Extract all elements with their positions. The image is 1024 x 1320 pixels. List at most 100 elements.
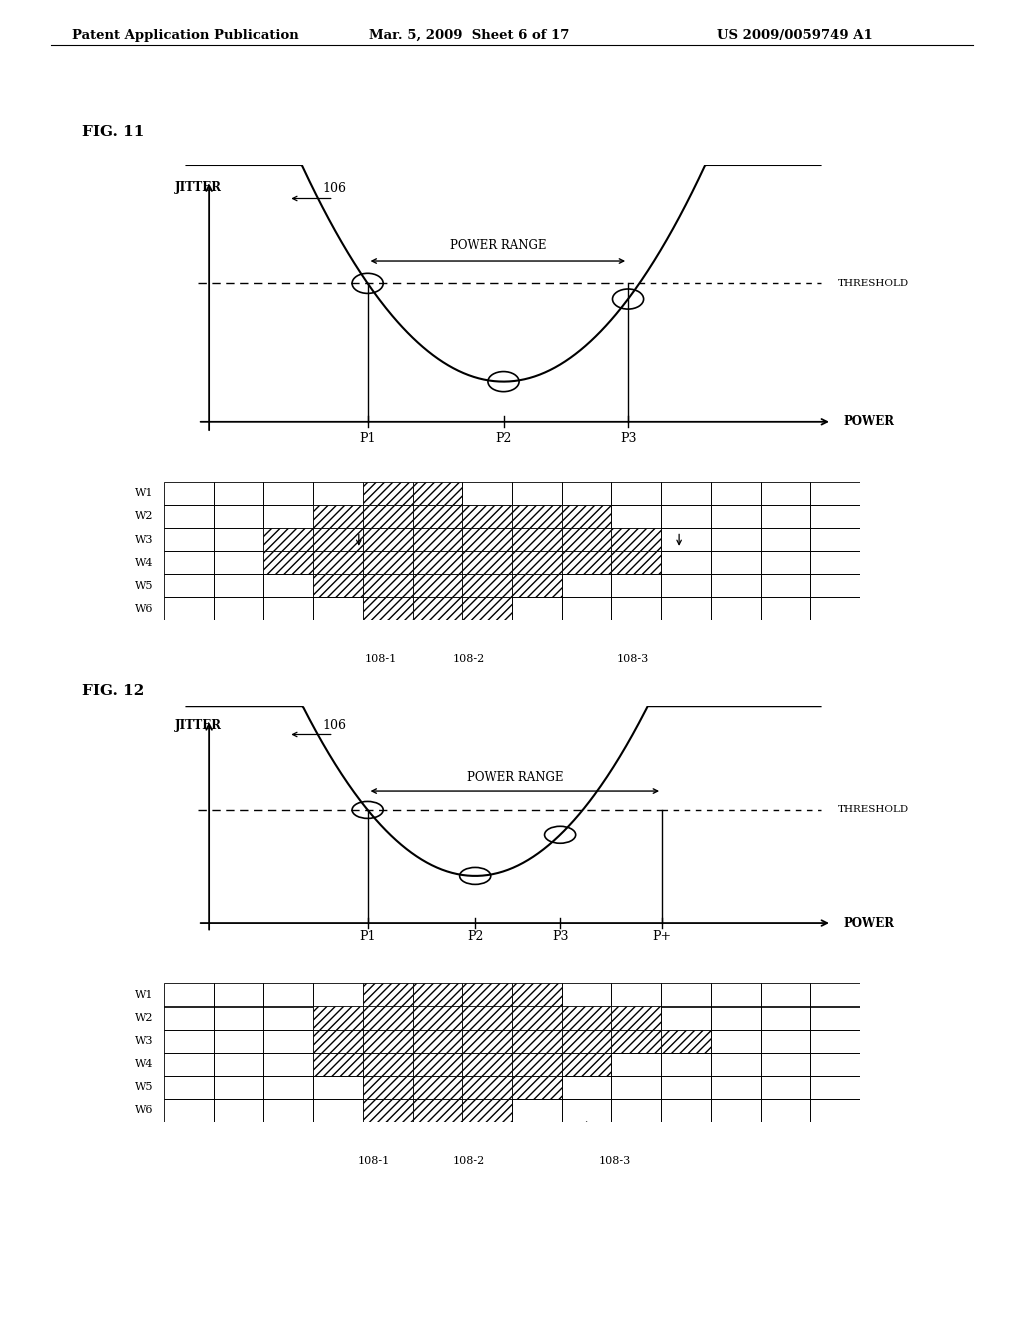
Bar [164,1030,214,1053]
Bar [562,1053,611,1076]
Bar [562,1098,611,1122]
Bar [662,1030,711,1053]
Text: US 2009/0059749 A1: US 2009/0059749 A1 [717,29,872,42]
Bar [313,552,362,574]
Bar [562,597,611,620]
Bar [362,552,413,574]
Bar [313,1030,362,1053]
Bar [263,1098,313,1122]
Bar [413,528,462,552]
Bar [810,574,860,597]
Bar [313,504,362,528]
Bar [711,1076,761,1098]
Text: 106: 106 [323,182,346,195]
Bar [313,482,362,504]
Bar [313,1076,362,1098]
Bar [214,597,263,620]
Bar [512,597,562,620]
Text: 108-2: 108-2 [453,653,485,664]
Bar [462,1030,512,1053]
Text: P1: P1 [359,432,376,445]
Text: Mar. 5, 2009  Sheet 6 of 17: Mar. 5, 2009 Sheet 6 of 17 [369,29,569,42]
Bar [562,574,611,597]
Text: POWER RANGE: POWER RANGE [467,771,563,784]
Bar [362,597,413,620]
Bar [611,504,662,528]
Text: FIG. 12: FIG. 12 [82,684,144,698]
Bar [214,1076,263,1098]
Bar [263,528,313,552]
Bar [662,482,711,504]
Bar [313,1098,362,1122]
Bar [362,983,413,1006]
Text: POWER: POWER [843,916,894,929]
Bar [761,574,810,597]
Bar [611,1076,662,1098]
Bar [263,1006,313,1030]
Bar [263,504,313,528]
Text: Patent Application Publication: Patent Application Publication [72,29,298,42]
Bar [810,528,860,552]
Bar [611,1053,662,1076]
Bar [711,552,761,574]
Bar [512,1053,562,1076]
Bar [263,597,313,620]
Bar [214,482,263,504]
Text: W6: W6 [135,1105,154,1115]
Bar [164,552,214,574]
Bar [362,1006,413,1030]
Text: W3: W3 [135,535,154,545]
Bar [263,1053,313,1076]
Text: W1: W1 [135,990,154,1001]
Bar [810,983,860,1006]
Bar [164,504,214,528]
Bar [761,1030,810,1053]
Bar [164,574,214,597]
Bar [413,504,462,528]
Bar [164,482,214,504]
Bar [662,1053,711,1076]
Bar [761,1076,810,1098]
Bar [313,574,362,597]
Bar [512,1030,562,1053]
Bar [462,1053,512,1076]
Bar [662,1006,711,1030]
Bar [711,1006,761,1030]
Text: P1: P1 [359,931,376,942]
Bar [413,597,462,620]
Bar [761,597,810,620]
Bar [214,552,263,574]
Bar [512,504,562,528]
Bar [761,504,810,528]
Bar [362,504,413,528]
Bar [512,983,562,1006]
Bar [462,552,512,574]
Bar [313,1053,362,1076]
Text: P2: P2 [467,931,483,942]
Bar [611,574,662,597]
Bar [263,574,313,597]
Bar [413,1076,462,1098]
Text: 108-1: 108-1 [357,1155,390,1166]
Bar [810,552,860,574]
Bar [662,1076,711,1098]
Bar [711,1098,761,1122]
Bar [562,528,611,552]
Bar [214,1006,263,1030]
Bar [214,504,263,528]
Bar [711,1053,761,1076]
Bar [562,1030,611,1053]
Bar [810,1006,860,1030]
Text: P3: P3 [620,432,636,445]
Bar [164,597,214,620]
Bar [662,528,711,552]
Bar [362,528,413,552]
Bar [462,528,512,552]
Text: W2: W2 [135,511,154,521]
Bar [362,1076,413,1098]
Text: THRESHOLD: THRESHOLD [838,805,908,814]
Bar [761,482,810,504]
Text: JITTER: JITTER [175,181,222,194]
Bar [761,1006,810,1030]
Bar [810,597,860,620]
